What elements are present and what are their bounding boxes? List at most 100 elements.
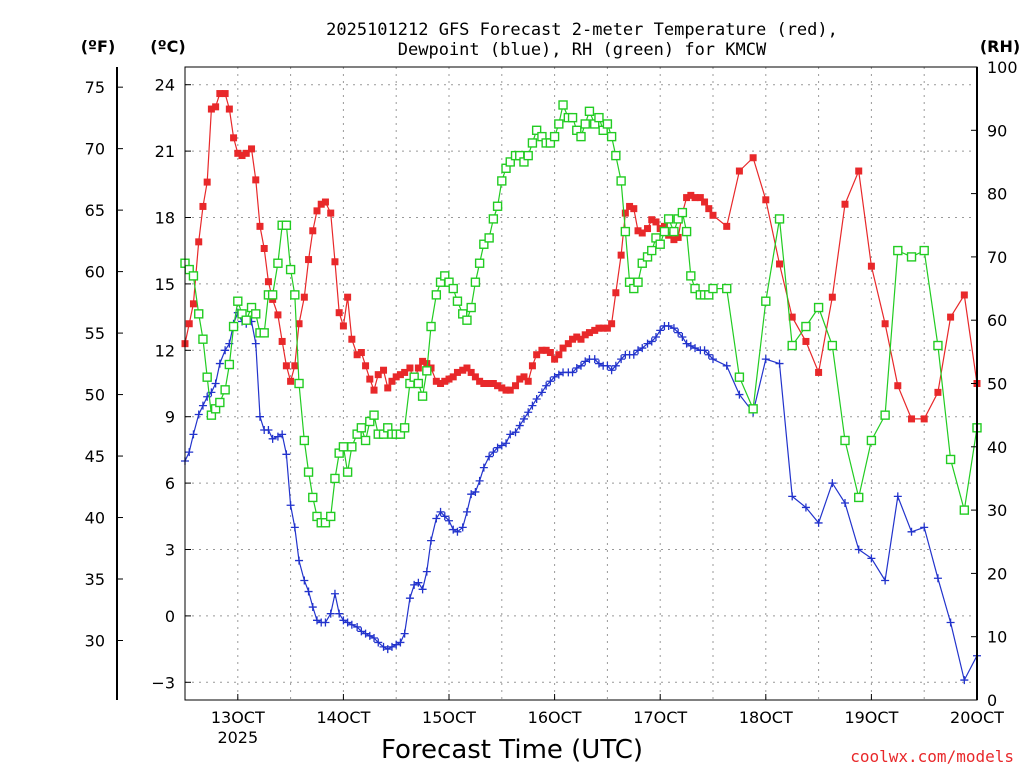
dewpoint-point (524, 408, 533, 417)
temperature-point (445, 375, 453, 383)
dewpoint-point (347, 620, 356, 629)
temperature-point (305, 256, 313, 264)
temperature-point (762, 196, 770, 204)
dewpoint-point (634, 346, 643, 355)
rh-point (606, 131, 617, 142)
x-tick-label: 14OCT (316, 708, 370, 727)
temperature-point (788, 313, 796, 321)
temperature-point (581, 331, 589, 339)
grid-lines (185, 67, 977, 700)
dewpoint-point (357, 627, 366, 636)
dewpoint-point (577, 361, 585, 370)
temperature-point (327, 209, 335, 217)
temperature-point (321, 198, 329, 206)
fahrenheit-tick-label: 30 (85, 631, 105, 650)
dewpoint-point (410, 580, 419, 589)
rh-point (866, 435, 877, 446)
dewpoint-point (475, 476, 484, 485)
temperature-point (309, 227, 317, 235)
dewpoint-point (647, 337, 656, 346)
dewpoint-point (211, 379, 220, 388)
rh-point (194, 309, 204, 319)
rh-tick-label: 90 (987, 121, 1007, 140)
rh-point (690, 283, 700, 294)
rh-point (880, 410, 890, 420)
rh-point (233, 296, 243, 306)
dewpoint-point (611, 361, 620, 370)
dewpoint-point (537, 388, 546, 397)
dewpoint-point (643, 339, 652, 348)
temperature-point (185, 320, 193, 328)
dewpoint-point (946, 618, 955, 627)
temperature-point (538, 346, 546, 354)
dewpoint-point (704, 350, 713, 359)
dewpoint-point (691, 344, 700, 353)
rh-tick-label: 80 (987, 185, 1007, 204)
temperature-point (432, 377, 440, 385)
temperature-point (362, 362, 370, 370)
rh-point (893, 245, 903, 256)
temperature-point (489, 380, 497, 387)
celsius-tick-label: 3 (165, 540, 175, 559)
temperature-point (471, 373, 479, 381)
dewpoint-point (761, 355, 770, 364)
temperature-point (701, 198, 709, 206)
temperature-point (630, 205, 638, 213)
rh-tick-label: 100 (987, 58, 1018, 77)
series-dewpoint (181, 308, 981, 685)
temperature-point (203, 178, 211, 186)
dewpoint-point (920, 523, 929, 532)
dewpoint-point (185, 448, 194, 457)
fahrenheit-tick-label: 75 (85, 78, 105, 97)
temperature-point (841, 200, 849, 208)
dewpoint-point (485, 452, 494, 461)
temperature-point (195, 238, 203, 246)
rh-unit-label: (RH) (980, 37, 1020, 56)
rh-point (474, 258, 485, 268)
celsius-tick-label: 0 (165, 607, 175, 626)
temperature-point (221, 90, 229, 98)
rh-point (906, 252, 917, 262)
dewpoint-point (550, 372, 559, 381)
rh-point (347, 442, 357, 452)
celsius-tick-label: 24 (155, 76, 175, 95)
temperature-point (516, 375, 524, 383)
temperature-point (591, 326, 599, 334)
chart-title-line-1: 2025101212 GFS Forecast 2-meter Temperat… (326, 20, 838, 40)
rh-point (330, 473, 340, 484)
rh-point (567, 112, 578, 123)
temperature-point (252, 176, 260, 184)
rh-point (417, 391, 428, 401)
dewpoint-point (467, 490, 476, 499)
temperature-point (705, 205, 713, 213)
temperature-point (674, 233, 682, 241)
dewpoint-point (471, 487, 480, 496)
series-rh (180, 100, 982, 528)
rh-point (919, 245, 929, 256)
temperature-point (238, 152, 246, 160)
temperature-point (317, 200, 325, 208)
temperature-point (506, 386, 514, 394)
rh-point (527, 138, 538, 148)
temperature-point (406, 364, 414, 372)
temperature-point (331, 258, 339, 266)
dewpoint-point (867, 554, 876, 563)
dewpoint-point (215, 359, 224, 368)
dewpoint-point (436, 507, 445, 516)
credit-text: coolwx.com/models (850, 747, 1014, 766)
rh-tick-label: 40 (987, 438, 1007, 457)
temperature-point (242, 149, 250, 157)
dewpoint-point (440, 512, 449, 521)
temperature-point (908, 415, 916, 423)
dewpoint-point (617, 355, 626, 364)
rh-point (959, 505, 970, 515)
dewpoint-point (678, 333, 687, 342)
temperature-point (687, 191, 695, 199)
x-tick-year-label: 2025 (217, 728, 258, 747)
temperature-point (528, 362, 536, 370)
temperature-point (370, 386, 378, 394)
dewpoint-point (361, 629, 370, 638)
dewpoint-point (286, 501, 295, 510)
rh-point (523, 150, 533, 161)
dewpoint-point (722, 361, 731, 370)
